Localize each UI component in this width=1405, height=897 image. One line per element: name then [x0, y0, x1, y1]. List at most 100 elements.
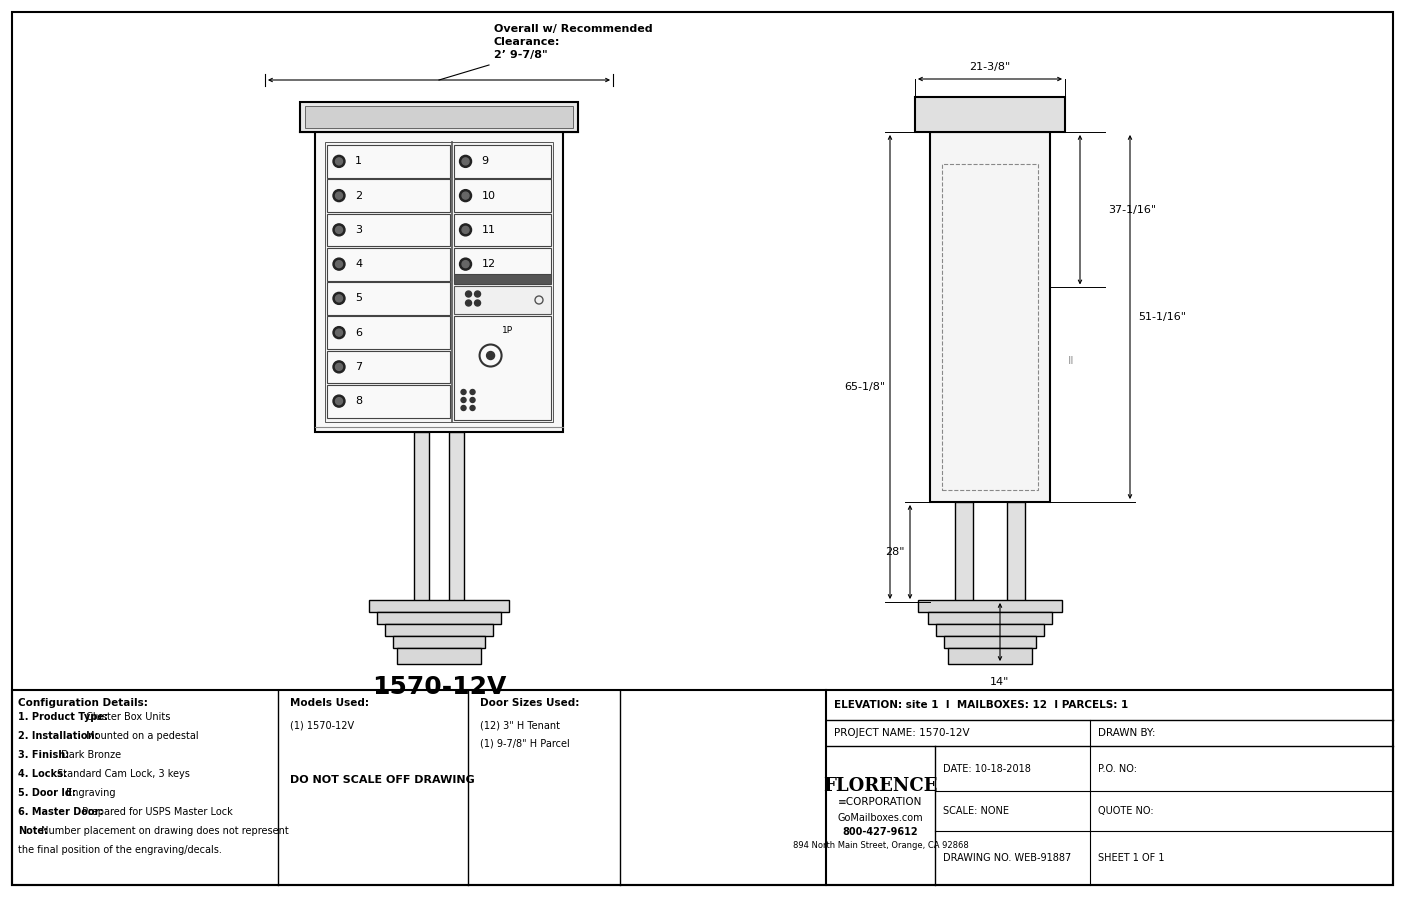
- Circle shape: [471, 397, 475, 403]
- Text: 2. Installation:: 2. Installation:: [18, 731, 98, 741]
- Bar: [454, 316, 551, 420]
- Bar: [327, 145, 450, 178]
- Bar: [955, 502, 974, 602]
- Text: DO NOT SCALE OFF DRAWING: DO NOT SCALE OFF DRAWING: [289, 775, 475, 785]
- Bar: [454, 145, 551, 178]
- Bar: [454, 286, 551, 314]
- Text: 800-427-9612: 800-427-9612: [843, 826, 919, 837]
- Circle shape: [459, 258, 472, 270]
- Circle shape: [471, 389, 475, 395]
- Circle shape: [459, 189, 472, 202]
- Text: Prepared for USPS Master Lock: Prepared for USPS Master Lock: [79, 807, 232, 817]
- Circle shape: [333, 155, 346, 168]
- Circle shape: [486, 352, 495, 360]
- Bar: [301, 102, 577, 132]
- Bar: [917, 600, 1062, 612]
- Circle shape: [459, 155, 472, 168]
- Circle shape: [462, 192, 469, 199]
- Text: 5: 5: [355, 293, 362, 303]
- Text: P.O. NO:: P.O. NO:: [1097, 763, 1137, 773]
- Bar: [327, 317, 450, 349]
- Bar: [454, 248, 551, 281]
- Text: 21-3/8": 21-3/8": [969, 62, 1010, 72]
- Circle shape: [336, 261, 343, 267]
- Bar: [327, 213, 450, 247]
- Bar: [325, 142, 554, 422]
- Bar: [927, 612, 1052, 624]
- Text: Overall w/ Recommended
Clearance:
2’ 9-7/8": Overall w/ Recommended Clearance: 2’ 9-7…: [495, 23, 653, 60]
- Text: 3. Finish:: 3. Finish:: [18, 750, 69, 760]
- Circle shape: [333, 292, 346, 304]
- Circle shape: [461, 397, 466, 403]
- Circle shape: [333, 327, 346, 339]
- Text: 7: 7: [355, 361, 362, 372]
- Text: SCALE: NONE: SCALE: NONE: [943, 806, 1009, 816]
- Text: 1570-12V: 1570-12V: [372, 675, 506, 699]
- Text: Models Used:: Models Used:: [289, 698, 370, 708]
- Bar: [1007, 502, 1026, 602]
- Bar: [377, 612, 502, 624]
- Text: 28": 28": [885, 547, 905, 557]
- Text: the final position of the engraving/decals.: the final position of the engraving/deca…: [18, 845, 222, 855]
- Text: DATE: 10-18-2018: DATE: 10-18-2018: [943, 763, 1031, 773]
- Text: FLORENCE: FLORENCE: [823, 777, 937, 795]
- Circle shape: [461, 389, 466, 395]
- Circle shape: [336, 158, 343, 165]
- Text: (1) 1570-12V: (1) 1570-12V: [289, 720, 354, 730]
- Text: 1P: 1P: [502, 326, 513, 335]
- Text: GoMailboxes.com: GoMailboxes.com: [837, 813, 923, 823]
- Text: 1. Product Type:: 1. Product Type:: [18, 712, 108, 722]
- Text: QUOTE NO:: QUOTE NO:: [1097, 806, 1154, 816]
- Bar: [393, 636, 485, 648]
- Circle shape: [465, 291, 472, 297]
- Circle shape: [462, 158, 469, 165]
- Bar: [948, 648, 1033, 664]
- Circle shape: [336, 397, 343, 405]
- Text: 3: 3: [355, 225, 362, 235]
- Text: 12: 12: [482, 259, 496, 269]
- Bar: [941, 164, 1038, 490]
- Text: Engraving: Engraving: [63, 788, 115, 798]
- Circle shape: [333, 361, 346, 373]
- Bar: [936, 624, 1044, 636]
- Text: 9: 9: [482, 156, 489, 166]
- Bar: [398, 648, 481, 664]
- Bar: [327, 282, 450, 315]
- Bar: [327, 385, 450, 417]
- Circle shape: [461, 405, 466, 411]
- Bar: [454, 179, 551, 212]
- Text: Configuration Details:: Configuration Details:: [18, 698, 148, 708]
- Text: Cluster Box Units: Cluster Box Units: [83, 712, 170, 722]
- Text: SHEET 1 OF 1: SHEET 1 OF 1: [1097, 853, 1165, 863]
- Text: 14": 14": [991, 677, 1010, 687]
- Bar: [454, 274, 551, 284]
- Circle shape: [462, 261, 469, 267]
- Text: Number placement on drawing does not represent: Number placement on drawing does not rep…: [38, 826, 289, 836]
- Circle shape: [333, 224, 346, 236]
- Text: 894 North Main Street, Orange, CA 92868: 894 North Main Street, Orange, CA 92868: [792, 841, 968, 850]
- Circle shape: [465, 300, 472, 306]
- Text: 6: 6: [355, 327, 362, 337]
- Text: 2: 2: [355, 191, 362, 201]
- Bar: [450, 432, 464, 602]
- Text: 10: 10: [482, 191, 496, 201]
- Text: Dark Bronze: Dark Bronze: [59, 750, 122, 760]
- Circle shape: [336, 192, 343, 199]
- Bar: [315, 132, 563, 432]
- Text: PROJECT NAME: 1570-12V: PROJECT NAME: 1570-12V: [835, 728, 969, 738]
- Circle shape: [475, 300, 481, 306]
- Circle shape: [475, 291, 481, 297]
- Bar: [915, 97, 1065, 132]
- Text: Door Sizes Used:: Door Sizes Used:: [481, 698, 579, 708]
- Text: 4. Locks:: 4. Locks:: [18, 769, 67, 779]
- Bar: [327, 351, 450, 383]
- Text: (12) 3" H Tenant: (12) 3" H Tenant: [481, 720, 561, 730]
- Bar: [454, 213, 551, 247]
- Bar: [930, 132, 1050, 502]
- Circle shape: [471, 405, 475, 411]
- Text: Mounted on a pedestal: Mounted on a pedestal: [83, 731, 198, 741]
- Circle shape: [462, 226, 469, 233]
- Text: 4: 4: [355, 259, 362, 269]
- Text: Standard Cam Lock, 3 keys: Standard Cam Lock, 3 keys: [55, 769, 190, 779]
- Text: 5. Door Id:: 5. Door Id:: [18, 788, 76, 798]
